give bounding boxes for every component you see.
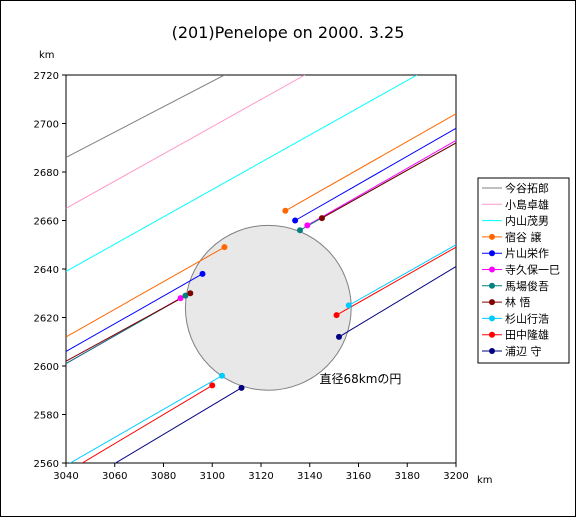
chord-line-11 [338, 266, 456, 338]
chord-line-4 [66, 246, 225, 338]
x-tick-label: 3200 [443, 471, 468, 482]
legend-label: 片山栄作 [505, 246, 549, 260]
y-tick-label: 2680 [34, 168, 59, 179]
chord-endpoint-11 [238, 384, 245, 391]
y-tick-label: 2600 [34, 362, 59, 373]
chord-line-5 [294, 127, 456, 221]
legend-swatch-marker [489, 331, 495, 338]
x-tick-label: 3040 [53, 471, 78, 482]
chord-endpoint-7 [182, 292, 189, 299]
chord-line-4 [285, 113, 456, 212]
legend-label: 宿谷 譲 [505, 230, 542, 244]
chord-line-1 [66, 75, 225, 158]
x-tick-label: 3120 [248, 471, 273, 482]
chord-line-11 [114, 387, 242, 463]
circle-label: 直径68kmの円 [320, 372, 402, 386]
x-axis-unit: km [477, 475, 493, 486]
x-tick-label: 3080 [151, 471, 176, 482]
chord-line-3 [66, 75, 418, 272]
chord-line-8 [321, 142, 456, 219]
legend-swatch-marker [489, 299, 495, 306]
chord-line-6 [307, 140, 456, 226]
legend-swatch-marker [489, 233, 495, 240]
x-tick-label: 3140 [297, 471, 322, 482]
x-tick-label: 3180 [395, 471, 420, 482]
legend-swatch-marker [489, 250, 495, 257]
chord-endpoint-9 [219, 372, 225, 379]
x-axis: 3040 3060 3080 3100 3120 3140 3160 3180 3200 [53, 463, 469, 482]
chart-title: (201)Penelope on 2000. 3.25 [172, 23, 405, 42]
legend-label: 馬場俊吾 [505, 279, 549, 293]
legend-label: 寺久保一巳 [505, 263, 560, 277]
circle-layer [184, 224, 352, 391]
chord-line-9 [348, 244, 456, 306]
chord-endpoint-5 [199, 270, 206, 277]
chord-endpoint-11 [336, 333, 342, 340]
chord-endpoint-9 [345, 302, 352, 309]
y-tick-label: 2560 [34, 459, 59, 470]
y-tick-label: 2660 [34, 217, 59, 228]
legend-label: 今谷拓郎 [505, 181, 549, 195]
y-tick-label: 2620 [34, 314, 59, 325]
chord-endpoint-10 [333, 312, 340, 319]
y-tick-label: 2720 [34, 71, 59, 82]
legend-label: 林 悟 [505, 295, 531, 309]
legend-swatch-marker [489, 348, 495, 354]
chord-line-8 [66, 292, 191, 362]
chord-line-10 [336, 246, 456, 316]
chord-endpoint-8 [187, 290, 194, 297]
chord-line-10 [81, 384, 213, 463]
x-tick-label: 3100 [200, 471, 225, 482]
y-tick-label: 2580 [34, 411, 59, 422]
x-tick-label: 3160 [346, 471, 371, 482]
y-axis: 2560 2580 2600 2620 2640 2660 2680 2700 2720 [34, 71, 66, 470]
chord-endpoint-4 [282, 207, 289, 214]
legend-label: 杉山行浩 [505, 311, 549, 325]
y-tick-label: 2640 [34, 265, 59, 276]
chord-endpoint-7 [297, 227, 303, 234]
chord-endpoint-6 [177, 295, 184, 302]
legend-label: 浦辺 守 [505, 344, 542, 358]
legend-label: 内山茂男 [505, 214, 549, 228]
chord-endpoint-10 [209, 382, 216, 389]
chord-line-2 [66, 75, 306, 209]
asteroid-circle [184, 224, 352, 391]
y-axis-unit: km [39, 50, 55, 61]
chord-endpoint-6 [304, 222, 311, 229]
chord-endpoint-4 [221, 244, 228, 251]
y-tick-label: 2700 [34, 120, 59, 131]
chord-line-9 [69, 375, 223, 463]
chords-layer [66, 75, 456, 463]
legend-swatch-marker [489, 282, 495, 289]
legend-swatch-marker [489, 315, 495, 322]
chord-line-5 [66, 273, 203, 352]
points-layer [177, 207, 352, 391]
legend-label: 小島卓雄 [505, 197, 549, 211]
legend-label: 田中隆雄 [505, 328, 549, 342]
chord-endpoint-5 [292, 217, 299, 224]
x-tick-label: 3060 [102, 471, 127, 482]
legend-swatch-marker [489, 266, 495, 273]
chord-endpoint-8 [318, 215, 325, 222]
